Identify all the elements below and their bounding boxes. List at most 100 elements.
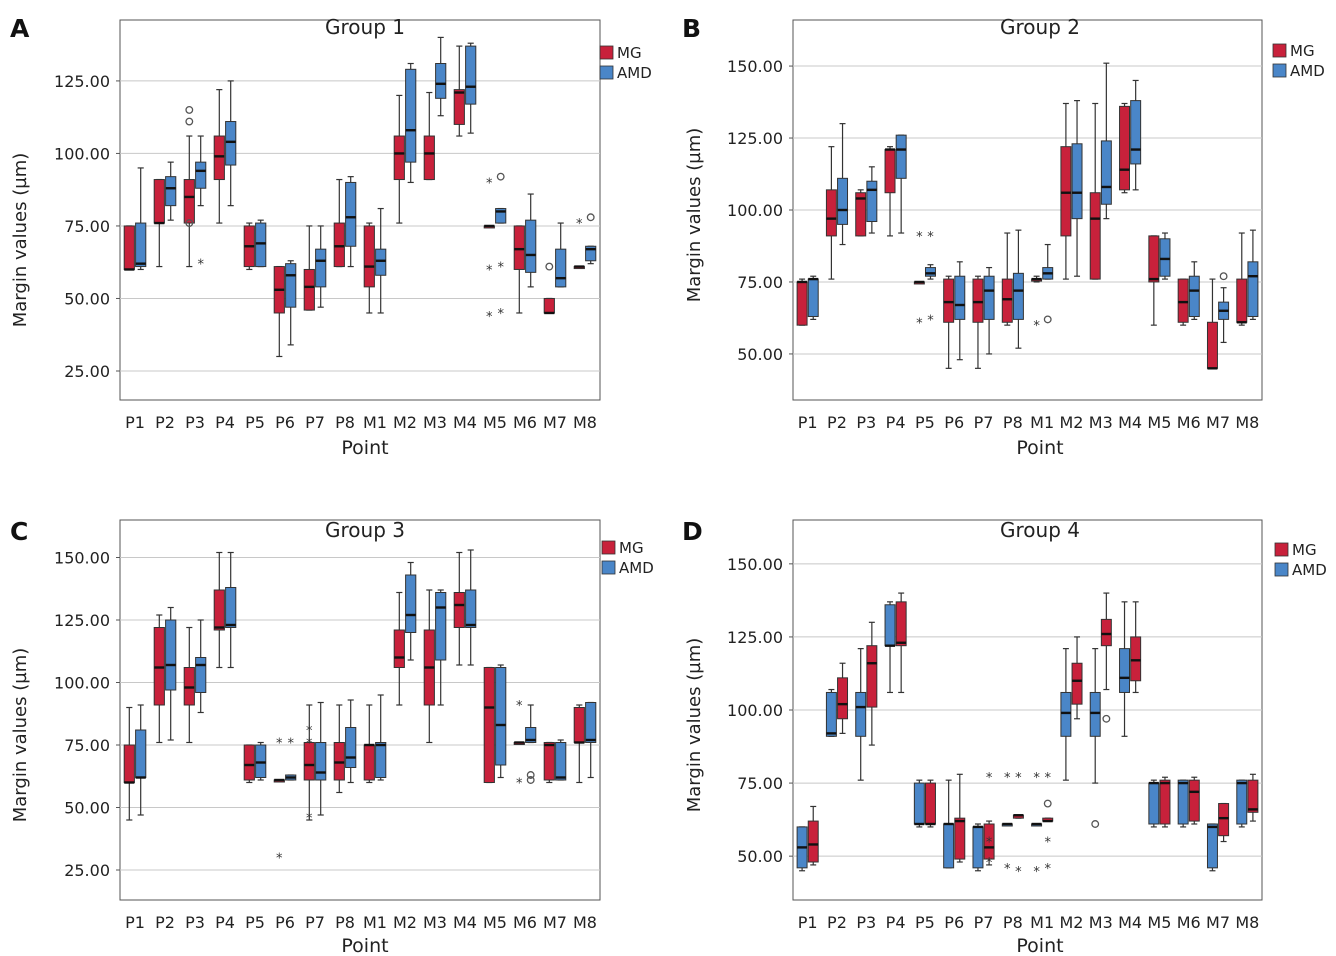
x-tick-label: P6 [944, 413, 964, 432]
box-m8-mg [1247, 773, 1259, 822]
box-body [855, 192, 867, 237]
box-m5-amd [1159, 232, 1171, 280]
box-body [1071, 662, 1083, 705]
box-body [303, 268, 315, 311]
box-m4-mg [1130, 601, 1142, 694]
y-tick-label: 50.00 [64, 799, 110, 818]
box-m6-amd [1177, 779, 1189, 828]
box-m6-amd [525, 704, 537, 744]
chart-title: Group 3 [325, 518, 405, 542]
box-body [135, 222, 147, 268]
legend: MG AMD [1272, 42, 1325, 80]
extreme-marker: * [576, 217, 583, 232]
legend-label-amd: AMD [1290, 62, 1325, 80]
box-body [183, 667, 195, 706]
box-body [393, 629, 405, 668]
x-tick-label: M7 [543, 413, 567, 432]
box-p1-mg [807, 805, 819, 866]
x-tick-label: P3 [856, 913, 876, 932]
box-m1-mg [1031, 275, 1043, 283]
box-m2-amd [1071, 100, 1083, 277]
box-body [555, 248, 567, 288]
box-p3-amd [855, 648, 867, 781]
extreme-marker: * [1044, 771, 1051, 786]
box-body [1060, 146, 1072, 237]
box-body [315, 742, 327, 781]
box-m4-amd [465, 549, 477, 666]
x-tick-label: M6 [513, 913, 537, 932]
x-tick-label: M4 [453, 413, 477, 432]
box-m5-amd [1148, 779, 1160, 828]
y-tick-label: 125.00 [54, 611, 110, 630]
x-tick-label: P1 [125, 913, 145, 932]
box-m5-amd [495, 664, 507, 779]
extreme-marker: * [1033, 865, 1040, 880]
panel-c: C 25.00 50.00 75.00 100.00 125.00 150.00 Group … [10, 517, 654, 956]
box-p8-mg [1012, 814, 1024, 819]
box-p2-amd [825, 688, 837, 737]
x-tick-label: P3 [185, 413, 205, 432]
box-body [825, 691, 837, 737]
box-m3-mg [423, 91, 435, 181]
box-body [375, 742, 387, 778]
box-body [972, 826, 984, 869]
box-p7-amd [983, 266, 995, 355]
outlier-marker [1043, 315, 1052, 324]
box-m8-amd [1236, 779, 1248, 828]
x-tick-label: M2 [1059, 413, 1083, 432]
box-m1-amd [1042, 243, 1054, 280]
box-m4-mg [1119, 102, 1131, 194]
box-p2-amd [165, 161, 177, 221]
x-tick-label: P6 [275, 913, 295, 932]
box-body [1236, 779, 1248, 825]
x-tick-label: P6 [275, 413, 295, 432]
box-p8-amd [1012, 229, 1024, 349]
x-tick-label: P8 [1003, 913, 1023, 932]
box-body [1071, 143, 1083, 220]
box-body [195, 161, 207, 189]
box-p2-amd [837, 123, 849, 246]
box-body [1119, 105, 1131, 191]
box-m2-amd [405, 561, 417, 661]
box-p7-amd [315, 225, 327, 308]
y-tick-label: 125.00 [54, 72, 110, 91]
box-m6-mg [1188, 776, 1200, 825]
y-axis-label: Margin values (µm) [10, 648, 31, 823]
box-m2-amd [405, 62, 417, 184]
box-p1-amd [135, 704, 147, 816]
outlier-marker [526, 771, 535, 779]
box-p4-mg [213, 89, 225, 224]
box-body [333, 742, 345, 781]
y-tick-label: 150.00 [727, 57, 783, 76]
box-m4-mg [453, 45, 465, 137]
x-tick-label: P2 [827, 413, 847, 432]
panel-letter: C [10, 517, 28, 546]
x-tick-label: P1 [125, 413, 145, 432]
extreme-marker: * [306, 724, 313, 739]
extreme-marker: * [497, 261, 504, 276]
y-tick-label: 100.00 [727, 701, 783, 720]
y-tick-label: 50.00 [64, 289, 110, 308]
x-tick-label: M5 [483, 413, 507, 432]
y-tick-label: 75.00 [64, 736, 110, 755]
y-tick-label: 100.00 [54, 144, 110, 163]
box-m7-amd [1206, 823, 1218, 872]
box-body [1247, 779, 1259, 813]
box-body [913, 782, 925, 825]
box-m1-amd [1031, 822, 1043, 827]
legend-label-mg: MG [617, 44, 642, 62]
box-m2-mg [393, 94, 405, 224]
box-m5-mg [483, 666, 495, 784]
box-m8-mg [1236, 232, 1248, 326]
x-tick-label: M2 [393, 413, 417, 432]
x-tick-label: M5 [1147, 913, 1171, 932]
box-body [303, 742, 315, 781]
outlier-marker [1091, 820, 1100, 828]
box-m2-mg [1060, 102, 1072, 280]
box-p5-amd [924, 264, 936, 280]
outlier-marker [526, 776, 535, 784]
box-body [1177, 779, 1189, 825]
box-m3-mg [1089, 102, 1101, 280]
box-p8-mg [1001, 232, 1013, 326]
box-body [1060, 691, 1072, 737]
